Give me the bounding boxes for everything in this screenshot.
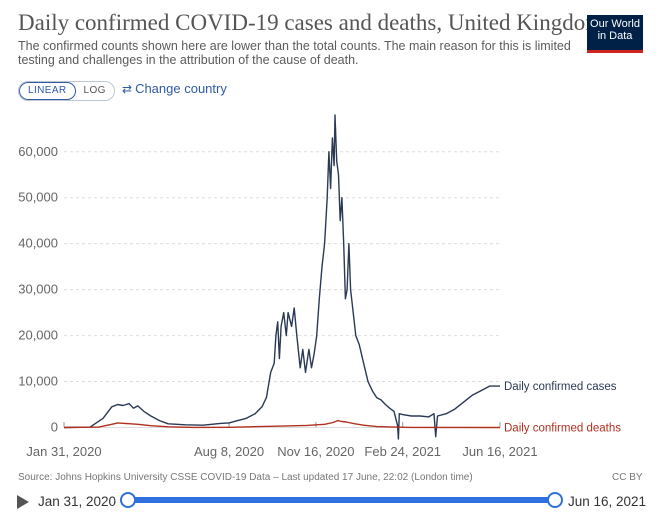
cases-series-line (63, 114, 500, 440)
chart-title: Daily confirmed COVID-19 cases and death… (18, 10, 604, 35)
logo-line-2: in Data (597, 30, 633, 42)
deaths-series-label: Daily confirmed deaths (504, 423, 621, 435)
change-country-label: Change country (135, 81, 227, 96)
deaths-series-line (63, 419, 501, 429)
y-tick-label: 50,000 (18, 190, 58, 205)
source-note: Source: Johns Hopkins University CSSE CO… (18, 472, 473, 483)
linear-scale-button[interactable]: LINEAR (19, 82, 76, 100)
timeline-end-handle[interactable] (547, 492, 563, 508)
y-tick-label: 10,000 (18, 374, 58, 389)
x-tick-label: Nov 16, 2020 (277, 444, 354, 459)
scale-toggle[interactable]: LINEAR LOG (18, 81, 115, 101)
timeline-track[interactable] (126, 497, 554, 503)
change-country-button[interactable]: ⇄ Change country (122, 81, 227, 96)
license-link[interactable]: CC BY (612, 472, 643, 483)
logo-line-1: Our World (590, 18, 640, 30)
chart-svg: 0 10,000 20,000 30,000 40,000 50,000 60,000 Ja… (18, 114, 621, 459)
x-tick-label: Feb 24, 2021 (364, 444, 441, 459)
y-tick-label: 0 (51, 420, 58, 435)
x-tick-label: Jun 16, 2021 (462, 444, 537, 459)
timeline-end-label: Jun 16, 2021 (568, 494, 647, 509)
y-tick-label: 30,000 (18, 282, 58, 297)
timeline: Jan 31, 2020 Jun 16, 2021 (0, 488, 660, 514)
cases-series-label: Daily confirmed cases (504, 381, 617, 393)
y-tick-label: 60,000 (18, 144, 58, 159)
x-tick-label: Aug 8, 2020 (194, 444, 264, 459)
y-tick-label: 20,000 (18, 328, 58, 343)
log-scale-button[interactable]: LOG (83, 85, 106, 96)
x-tick-label: Jan 31, 2020 (26, 444, 101, 459)
timeline-start-handle[interactable] (120, 492, 136, 508)
swap-arrows-icon: ⇄ (122, 82, 133, 96)
owid-logo[interactable]: Our World in Data (587, 15, 643, 53)
play-icon[interactable] (17, 495, 29, 509)
y-tick-label: 40,000 (18, 236, 58, 251)
chart-subtitle: The confirmed counts shown here are lowe… (18, 39, 571, 67)
timeline-start-label: Jan 31, 2020 (38, 494, 117, 509)
